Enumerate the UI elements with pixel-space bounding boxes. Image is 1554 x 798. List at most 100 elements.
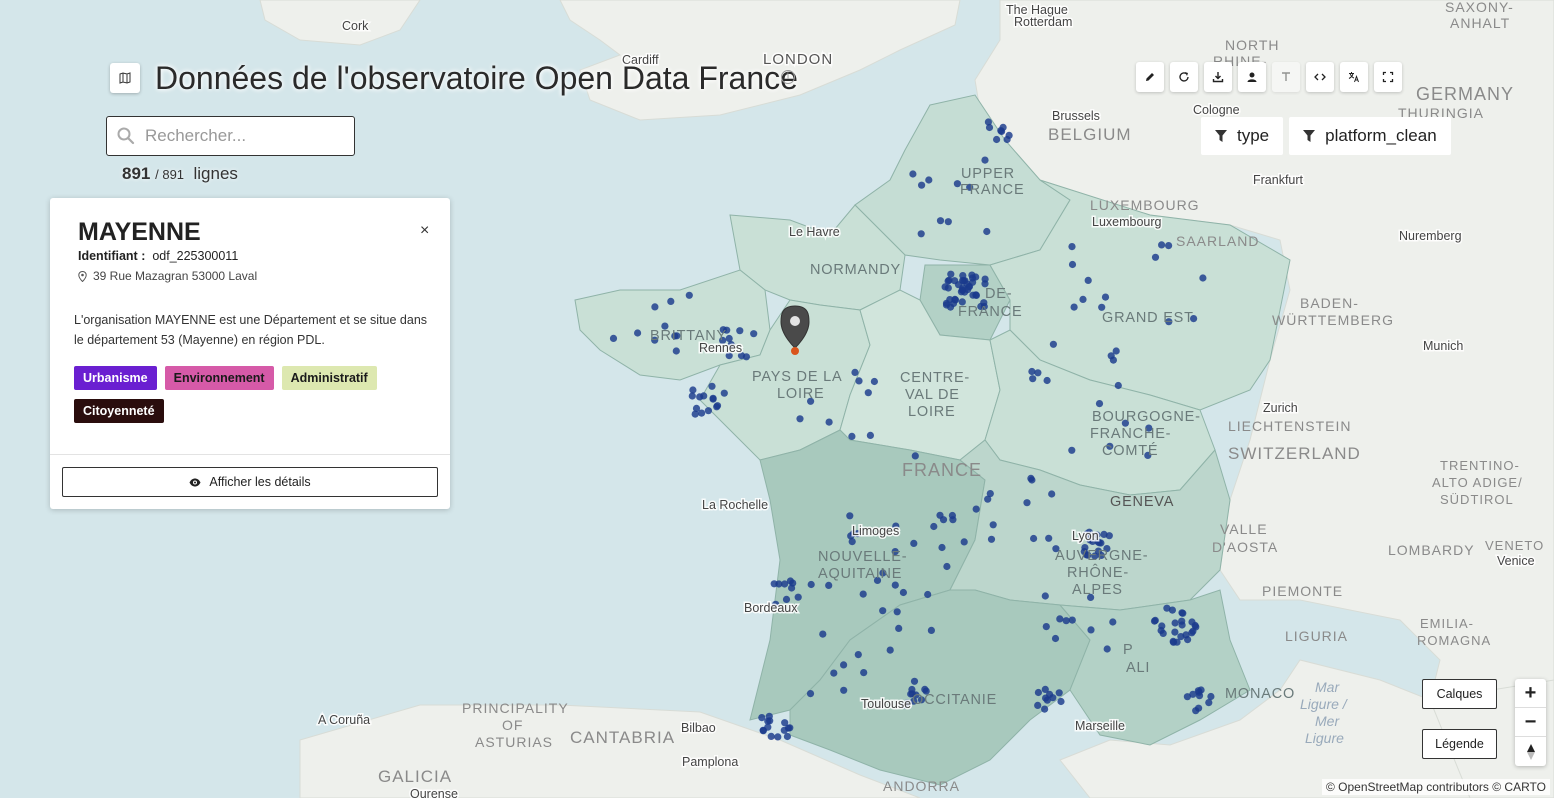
organisation-point[interactable] (1057, 697, 1065, 706)
organisation-point[interactable] (891, 548, 899, 556)
organisation-point[interactable] (770, 580, 778, 588)
organisation-point[interactable] (1045, 534, 1053, 542)
organisation-point[interactable] (918, 181, 926, 189)
organisation-point[interactable] (1163, 604, 1171, 612)
organisation-point[interactable] (925, 176, 933, 184)
organisation-point[interactable] (1103, 645, 1111, 653)
organisation-point[interactable] (781, 719, 789, 727)
organisation-point[interactable] (846, 512, 854, 520)
organisation-point[interactable] (1084, 551, 1092, 559)
organisation-point[interactable] (672, 347, 680, 355)
organisation-point[interactable] (892, 522, 900, 530)
organisation-point[interactable] (1171, 628, 1179, 636)
organisation-point[interactable] (1192, 707, 1200, 715)
organisation-point[interactable] (951, 295, 959, 303)
organisation-point[interactable] (767, 732, 775, 741)
organisation-point[interactable] (780, 726, 788, 734)
organisation-point[interactable] (1084, 276, 1092, 284)
organisation-point[interactable] (708, 382, 716, 390)
organisation-point[interactable] (879, 607, 887, 615)
organisation-point[interactable] (860, 669, 868, 677)
organisation-point[interactable] (1191, 621, 1199, 630)
organisation-point[interactable] (947, 270, 955, 278)
organisation-point[interactable] (709, 395, 717, 403)
organisation-point[interactable] (1121, 419, 1129, 427)
organisation-point[interactable] (1159, 629, 1167, 638)
organisation-point[interactable] (1114, 381, 1122, 390)
translate-button[interactable] (1340, 62, 1368, 92)
code-button[interactable] (1306, 62, 1334, 92)
organisation-point[interactable] (981, 280, 989, 288)
organisation-point[interactable] (1145, 424, 1153, 432)
organisation-point[interactable] (917, 230, 925, 238)
organisation-point[interactable] (830, 669, 838, 677)
organisation-point[interactable] (944, 218, 952, 226)
organisation-point[interactable] (851, 368, 859, 376)
organisation-point[interactable] (725, 352, 733, 360)
organisation-point[interactable] (1081, 544, 1089, 552)
organisation-point[interactable] (984, 118, 993, 126)
organisation-point[interactable] (1034, 688, 1042, 697)
organisation-point[interactable] (953, 180, 962, 188)
organisation-point[interactable] (725, 334, 733, 343)
organisation-point[interactable] (825, 581, 833, 590)
organisation-point[interactable] (960, 538, 968, 546)
organisation-point[interactable] (1101, 293, 1110, 301)
organisation-point[interactable] (864, 389, 872, 397)
organisation-point[interactable] (921, 685, 929, 694)
organisation-point[interactable] (958, 298, 966, 306)
organisation-point[interactable] (984, 495, 992, 503)
organisation-point[interactable] (1100, 530, 1108, 539)
organisation-point[interactable] (1070, 303, 1078, 311)
organisation-point[interactable] (736, 327, 744, 335)
organisation-point[interactable] (987, 535, 996, 543)
organisation-point[interactable] (750, 330, 758, 338)
refresh-button[interactable] (1170, 62, 1198, 92)
zoom-out-button[interactable]: − (1515, 708, 1546, 737)
organisation-point[interactable] (866, 431, 875, 439)
organisation-point[interactable] (1188, 629, 1196, 637)
organisation-point[interactable] (1207, 692, 1215, 701)
organisation-point[interactable] (895, 624, 903, 633)
organisation-point[interactable] (972, 505, 980, 513)
organisation-point[interactable] (1034, 369, 1042, 377)
organisation-point[interactable] (999, 123, 1007, 131)
organisation-point[interactable] (951, 277, 959, 285)
selected-marker-pin[interactable] (780, 305, 810, 355)
organisation-point[interactable] (911, 452, 919, 460)
organisation-point[interactable] (1107, 352, 1115, 360)
organisation-point[interactable] (1151, 253, 1160, 261)
organisation-point[interactable] (1171, 619, 1179, 627)
organisation-point[interactable] (936, 217, 945, 225)
organisation-point[interactable] (713, 402, 722, 410)
organisation-point[interactable] (993, 135, 1001, 144)
organisation-point[interactable] (667, 297, 675, 305)
organisation-point[interactable] (1068, 616, 1076, 624)
organisation-point[interactable] (704, 407, 713, 415)
organisation-point[interactable] (959, 284, 967, 292)
organisation-point[interactable] (981, 156, 989, 164)
organisation-point[interactable] (1158, 241, 1166, 249)
tag-administratif[interactable]: Administratif (281, 366, 377, 390)
organisation-point[interactable] (907, 690, 915, 698)
user-button[interactable] (1238, 62, 1266, 92)
organisation-point[interactable] (720, 389, 728, 397)
organisation-point[interactable] (930, 522, 938, 531)
organisation-point[interactable] (927, 626, 936, 635)
organisation-point[interactable] (1205, 699, 1213, 707)
organisation-point[interactable] (719, 336, 727, 344)
zoom-in-button[interactable]: + (1515, 679, 1546, 708)
organisation-point[interactable] (1150, 617, 1159, 625)
organisation-point[interactable] (788, 584, 796, 592)
organisation-point[interactable] (917, 696, 926, 704)
organisation-point[interactable] (1103, 545, 1111, 553)
organisation-point[interactable] (786, 724, 794, 732)
organisation-point[interactable] (737, 352, 746, 360)
organisation-point[interactable] (966, 183, 974, 191)
organisation-point[interactable] (848, 432, 856, 440)
organisation-point[interactable] (1179, 609, 1187, 617)
organisation-point[interactable] (774, 733, 782, 741)
organisation-point[interactable] (903, 699, 912, 707)
organisation-point[interactable] (1183, 693, 1191, 701)
organisation-point[interactable] (1046, 690, 1054, 699)
